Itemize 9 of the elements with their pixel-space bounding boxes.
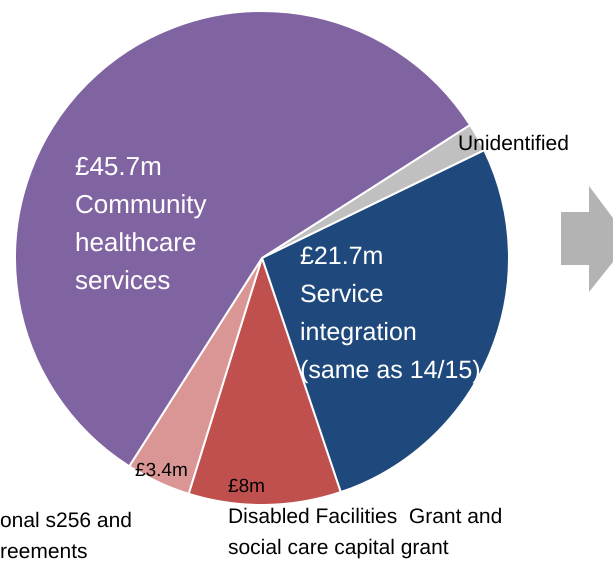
slice-label: Community healthcare services: [75, 189, 206, 295]
slice-label: Service integration (same as 14/15): [300, 280, 481, 384]
data-label: £3.4m: [135, 460, 188, 481]
data-label: £45.7m: [75, 151, 162, 181]
data-label: £21.7m: [300, 242, 384, 270]
data-label: £8m: [228, 476, 265, 497]
slice-label: onal s256 and reements: [0, 509, 132, 563]
slice-label: Unidentified: [458, 132, 569, 155]
slice-label: Disabled Facilities Grant and social care capital grant: [228, 505, 502, 559]
